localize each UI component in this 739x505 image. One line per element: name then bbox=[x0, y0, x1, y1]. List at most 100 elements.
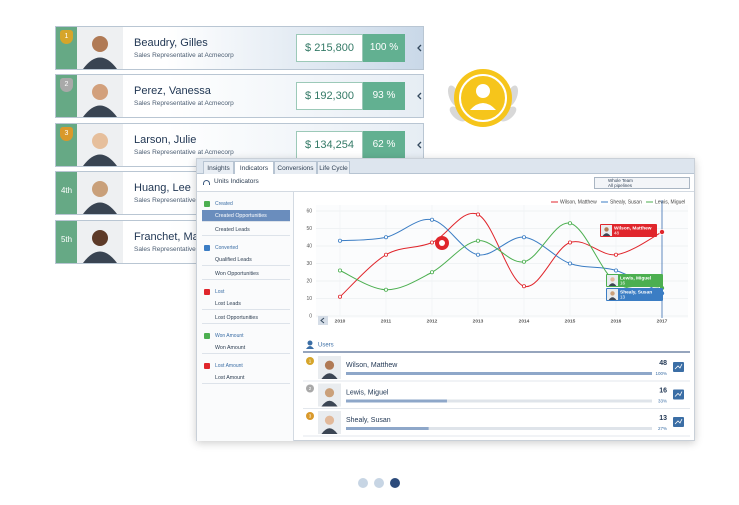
sidebar-item[interactable]: Won Opportunities bbox=[202, 268, 290, 280]
point bbox=[522, 235, 527, 240]
users-icon bbox=[307, 340, 313, 346]
rep-title: Sales Representative at Acmecorp bbox=[134, 197, 234, 204]
avatar-head bbox=[324, 388, 335, 398]
bar-fill bbox=[346, 399, 447, 403]
point bbox=[659, 228, 666, 235]
sidebar-item[interactable]: Lost Leads bbox=[202, 298, 290, 310]
point bbox=[522, 259, 527, 264]
expand-arrow[interactable] bbox=[417, 92, 422, 100]
header-rule bbox=[197, 191, 694, 192]
trend-icon bbox=[674, 418, 683, 425]
leader-card: 2 Perez, Vanessa Sales Representative at A… bbox=[55, 74, 424, 118]
percent: 62 % bbox=[363, 131, 405, 159]
rank-label: 4th bbox=[60, 186, 73, 195]
user-percent: 100% bbox=[655, 371, 667, 376]
legend-label: Shealy, Susan bbox=[610, 199, 642, 205]
x-tick-label: 2010 bbox=[335, 318, 346, 324]
series-line bbox=[339, 219, 663, 294]
point bbox=[475, 238, 480, 243]
group-label: Converted bbox=[215, 245, 239, 251]
rank-badge: 3 bbox=[60, 127, 73, 141]
avatar-head bbox=[610, 277, 615, 282]
medal bbox=[306, 357, 314, 365]
rank-strip bbox=[56, 172, 77, 214]
group-icon bbox=[204, 333, 210, 339]
group-icon bbox=[204, 363, 210, 369]
group-icon bbox=[204, 245, 210, 251]
bar-fill bbox=[346, 372, 652, 375]
tab[interactable]: Life Cycle bbox=[317, 161, 350, 174]
rank-label: 5th bbox=[60, 235, 73, 244]
page-dot[interactable] bbox=[374, 478, 384, 488]
point bbox=[475, 212, 480, 217]
sidebar-item[interactable]: Qualified Leads bbox=[202, 254, 290, 266]
plot-area bbox=[316, 205, 688, 318]
rep-title: Sales Representative at Acmecorp bbox=[134, 52, 234, 59]
user-count: 48 bbox=[659, 360, 667, 367]
page-dot[interactable] bbox=[390, 478, 400, 488]
rep-title: Sales Representative at Acmecorp bbox=[134, 246, 234, 253]
leaderboard-graphics bbox=[83, 36, 422, 263]
tab[interactable]: Indicators bbox=[234, 161, 274, 174]
point bbox=[383, 252, 388, 257]
y-tick-label: 10 bbox=[306, 296, 312, 302]
y-tick-label: 40 bbox=[306, 243, 312, 249]
leader-card: 1 Beaudry, Gilles Sales Representative at … bbox=[55, 26, 424, 70]
scroll-left-arrow bbox=[320, 317, 325, 324]
sidebar-item[interactable]: Won Amount bbox=[202, 342, 290, 354]
avatar-body bbox=[608, 283, 617, 286]
sidebar-item[interactable]: Lost Amount bbox=[202, 372, 290, 384]
tab[interactable]: Insights bbox=[203, 161, 234, 174]
point bbox=[383, 287, 388, 292]
sidebar-item[interactable]: Lost Opportunities bbox=[202, 312, 290, 324]
medal bbox=[306, 412, 314, 420]
point bbox=[568, 261, 573, 266]
rep-photo bbox=[83, 133, 117, 166]
avatar-body bbox=[602, 233, 611, 236]
tab[interactable]: Conversions bbox=[274, 161, 317, 174]
legend-label: Lewis, Miguel bbox=[655, 199, 685, 205]
tooltip-value: 16 bbox=[620, 281, 626, 286]
percent: 100 % bbox=[363, 34, 405, 62]
expand-arrow[interactable] bbox=[417, 141, 422, 149]
y-tick-label: 60 bbox=[306, 208, 312, 214]
tooltip-value: 48 bbox=[614, 231, 620, 236]
sidebar-item[interactable]: Created Opportunities bbox=[202, 210, 290, 222]
user-name: Lewis, Miguel bbox=[346, 389, 389, 396]
rank-strip bbox=[56, 221, 77, 263]
medal-rank: 1 bbox=[309, 358, 312, 363]
y-tick-label: 30 bbox=[306, 261, 312, 267]
x-tick-label: 2013 bbox=[473, 318, 484, 324]
scroll-left[interactable] bbox=[318, 316, 328, 325]
rep-photo bbox=[83, 181, 117, 214]
rep-title: Sales Representative at Acmecorp bbox=[134, 149, 234, 156]
x-tick-label: 2017 bbox=[657, 318, 668, 324]
group-icon bbox=[204, 289, 210, 295]
x-tick-label: 2014 bbox=[519, 318, 530, 324]
medal bbox=[306, 384, 314, 393]
team-name: Whole Team bbox=[608, 178, 633, 183]
user-count: 16 bbox=[659, 387, 667, 394]
user-name: Shealy, Susan bbox=[346, 417, 391, 424]
medal-rank: 3 bbox=[309, 413, 312, 418]
point bbox=[429, 217, 434, 222]
rep-photo bbox=[83, 230, 117, 263]
user-percent: 27% bbox=[658, 426, 667, 431]
tooltip-value: 13 bbox=[620, 295, 626, 300]
amount: $ 192,300 bbox=[296, 82, 363, 110]
sidebar-item[interactable]: Created Leads bbox=[202, 224, 290, 236]
users-title: Users bbox=[318, 343, 334, 349]
user-name: Wilson, Matthew bbox=[346, 362, 398, 369]
x-tick-label: 2015 bbox=[565, 318, 576, 324]
y-tick-label: 0 bbox=[309, 313, 312, 319]
point bbox=[337, 294, 342, 299]
user-percent: 33% bbox=[658, 399, 667, 404]
tooltip-name: Wilson, Matthew bbox=[614, 225, 652, 231]
page-dot[interactable] bbox=[358, 478, 368, 488]
expand-arrow[interactable] bbox=[417, 44, 422, 52]
team-select[interactable]: Whole Team All pipelines bbox=[594, 177, 690, 189]
group-label: Won Amount bbox=[215, 333, 244, 339]
group-icon bbox=[204, 201, 210, 207]
